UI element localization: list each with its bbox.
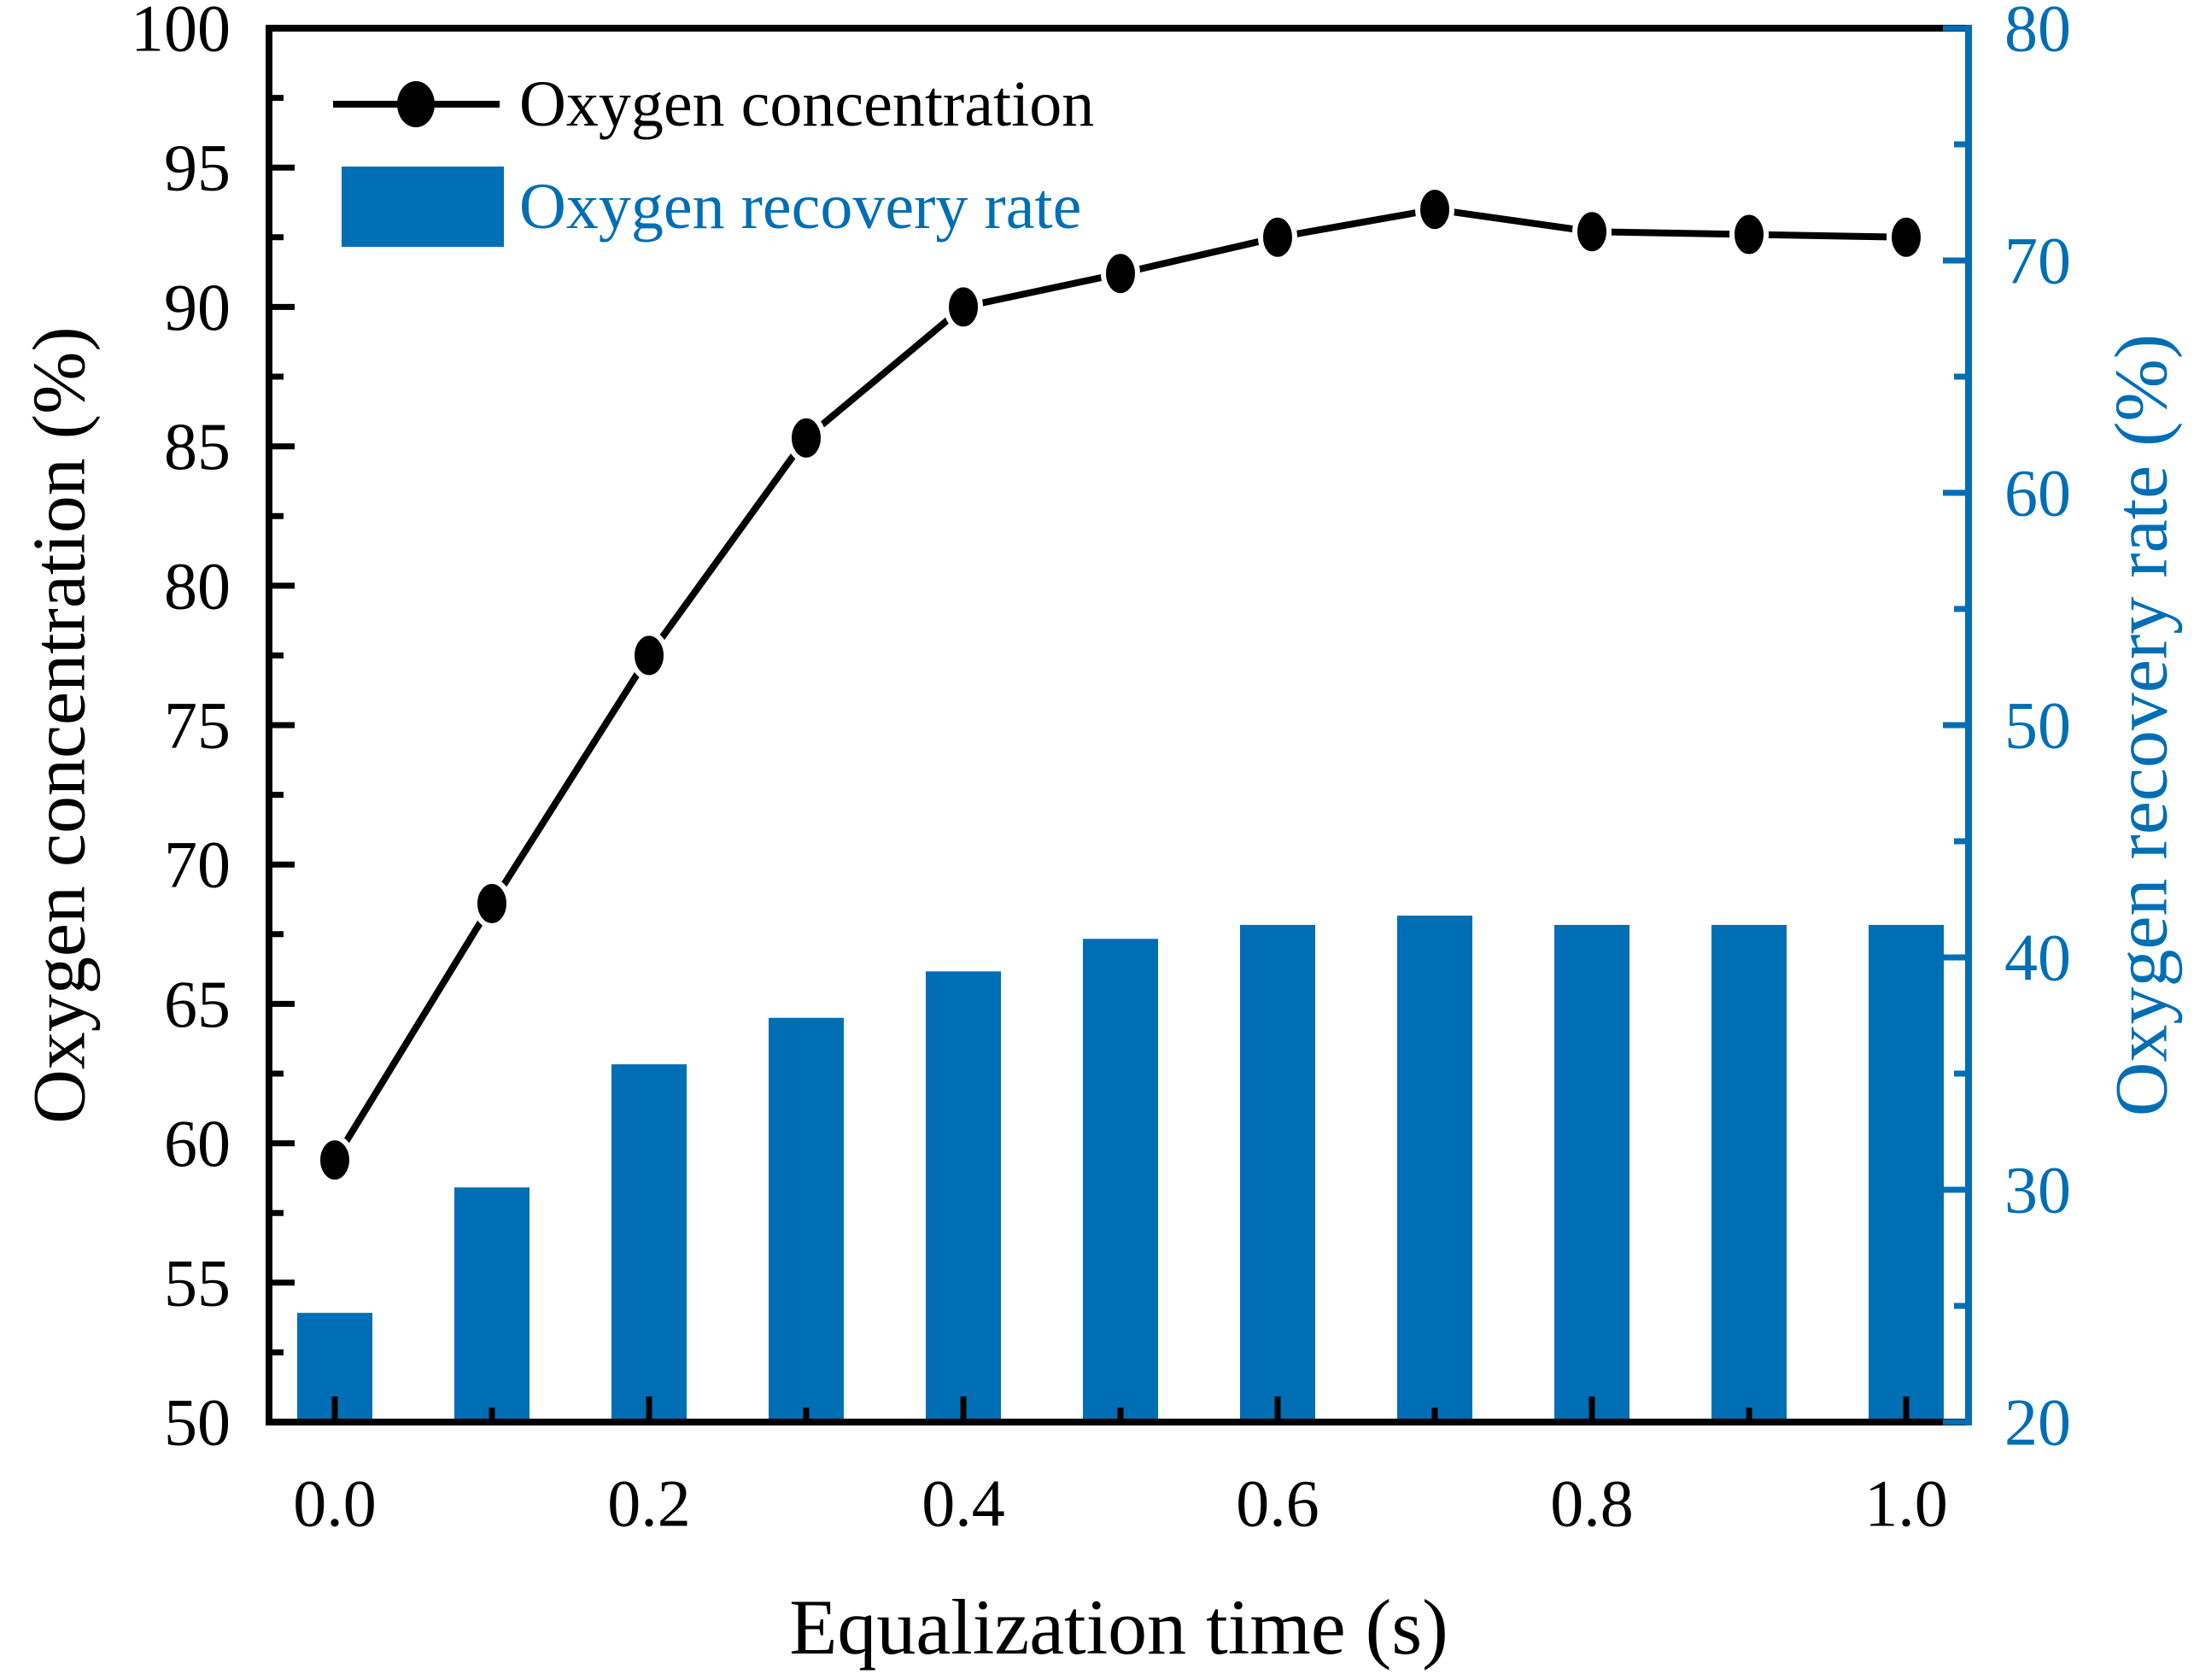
right-axis-tick-label: 30: [2004, 1153, 2071, 1227]
data-point-marker: [1258, 212, 1297, 262]
legend-label-oxygen-recovery-rate: Oxygen recovery rate: [519, 171, 1081, 243]
legend-bar-swatch: [342, 167, 504, 247]
line-series-group: [315, 184, 1926, 1185]
left-axis-tick-label: 70: [164, 828, 231, 902]
x-axis-tick-label: 0.4: [921, 1466, 1005, 1541]
right-axis-tick-label: 50: [2004, 688, 2071, 763]
x-axis-title: Equalization time (s): [789, 1583, 1448, 1671]
left-axis-tick-label: 60: [164, 1106, 231, 1180]
left-axis-tick-label: 80: [164, 548, 231, 623]
x-axis-tick-label: 0.0: [293, 1466, 377, 1541]
legend: Oxygen concentration Oxygen recovery rat…: [333, 68, 1094, 247]
data-point-marker: [1729, 209, 1769, 260]
data-point-marker: [472, 878, 512, 928]
left-axis-tick-label: 65: [164, 967, 231, 1041]
left-axis-tick-label: 50: [164, 1385, 231, 1460]
data-point-marker: [787, 413, 826, 463]
right-axis-tick-label: 40: [2004, 921, 2071, 995]
x-axis-tick-label: 0.6: [1236, 1466, 1319, 1541]
x-axis-tick-label: 1.0: [1864, 1466, 1948, 1541]
bar: [1711, 924, 1787, 1422]
x-axis-tick-label: 0.2: [607, 1466, 691, 1541]
axes-group: 50 55 60 65 70 75 80 85 90 95 100 20 30 40 50 60 70 80 0.0…: [131, 0, 2071, 1541]
bar: [454, 1187, 529, 1422]
right-axis-tick-label: 80: [2004, 0, 2071, 66]
bar: [1240, 924, 1315, 1422]
bar: [926, 971, 1001, 1422]
left-axis-tick-label: 90: [164, 270, 231, 344]
left-axis-tick-label: 55: [164, 1245, 231, 1320]
right-axis-tick-label: 60: [2004, 456, 2071, 530]
left-axis-tick-label: 85: [164, 409, 231, 483]
right-y-axis-title: Oxygen recovery rate (%): [2101, 334, 2184, 1116]
bar: [611, 1064, 687, 1422]
x-axis-tick-label: 0.8: [1550, 1466, 1634, 1541]
bar: [769, 1017, 844, 1422]
right-axis-tick-label: 20: [2004, 1385, 2071, 1460]
data-point-marker: [315, 1135, 354, 1185]
left-axis-tick-label: 95: [164, 131, 231, 205]
data-point-marker: [1887, 212, 1926, 262]
data-point-marker: [629, 630, 669, 681]
right-axis-tick-label: 70: [2004, 224, 2071, 298]
bar: [1083, 939, 1158, 1422]
bar: [1554, 924, 1629, 1422]
left-axis-tick-label: 75: [164, 688, 231, 763]
data-point-marker: [944, 282, 983, 332]
left-y-axis-title: Oxygen concentration (%): [19, 326, 102, 1123]
bar-series-group: [297, 916, 1944, 1422]
left-axis-tick-label: 100: [131, 0, 231, 66]
legend-circle-marker-icon: [397, 81, 435, 127]
legend-label-oxygen-concentration: Oxygen concentration: [519, 68, 1094, 140]
bar: [1869, 924, 1944, 1422]
data-point-marker: [1101, 249, 1140, 299]
bar: [1397, 916, 1472, 1422]
data-point-marker: [1415, 184, 1454, 235]
data-point-marker: [1572, 207, 1612, 257]
